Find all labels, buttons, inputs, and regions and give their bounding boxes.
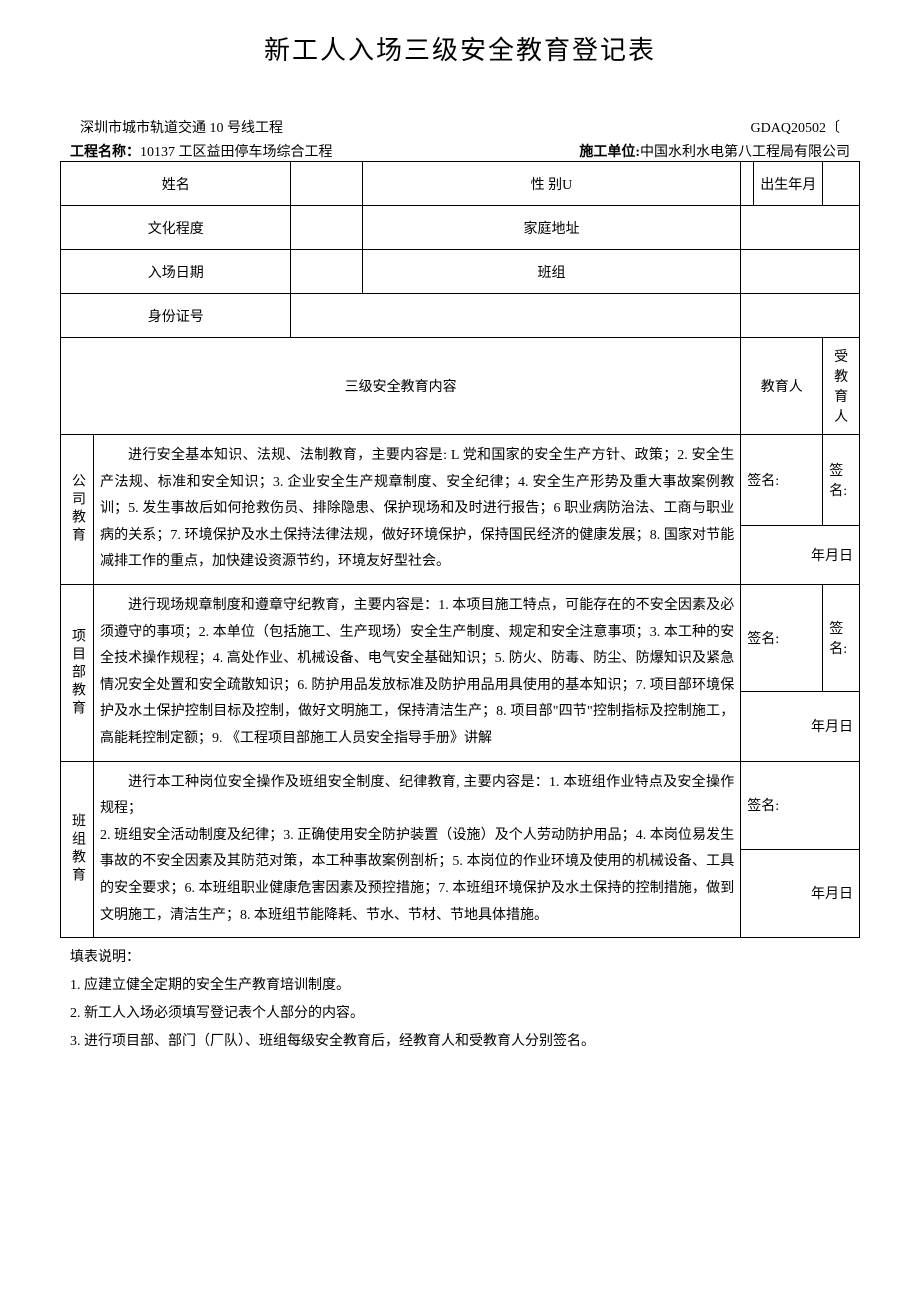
team-educator-sign: 签名: — [741, 761, 860, 849]
header-right-code: GDAQ20502〔 — [751, 117, 840, 137]
registration-table: 姓名 性 别U 出生年月 文化程度 家庭地址 入场日期 班组 身份证号 三级安全… — [60, 161, 860, 938]
field-address-value — [741, 206, 860, 250]
field-entrydate-value — [291, 250, 362, 294]
company-edu-date: 年月日 — [741, 525, 860, 584]
recipient-header: 受教育人 — [823, 338, 860, 435]
project-edu-content: 进行现场规章制度和遵章守纪教育，主要内容是：1. 本项目施工特点，可能存在的不安… — [94, 584, 741, 761]
company-educator-sign: 签名: — [741, 435, 823, 526]
note-2: 2. 新工人入场必须填写登记表个人部分的内容。 — [70, 1000, 850, 1028]
field-id-label: 身份证号 — [61, 294, 291, 338]
field-gender-value — [741, 162, 754, 206]
field-gender-label: 性 别U — [362, 162, 740, 206]
edu-content-header: 三级安全教育内容 — [61, 338, 741, 435]
constructor-label: 施工单位: — [579, 141, 640, 161]
team-edu-content: 进行本工种岗位安全操作及班组安全制度、纪律教育, 主要内容是：1. 本班组作业特… — [94, 761, 741, 938]
field-name-value — [291, 162, 362, 206]
field-birth-label: 出生年月 — [754, 162, 823, 206]
constructor-name: 中国水利水电第八工程局有限公司 — [640, 141, 850, 161]
project-name: 10137 工区益田停车场综合工程 — [140, 141, 333, 161]
field-entrydate-label: 入场日期 — [61, 250, 291, 294]
notes-header: 填表说明： — [70, 944, 850, 972]
educator-header: 教育人 — [741, 338, 823, 435]
field-name-label: 姓名 — [61, 162, 291, 206]
header-line-1: 深圳市城市轨道交通 10 号线工程 GDAQ20502〔 — [60, 117, 860, 137]
note-3: 3. 进行项目部、部门（厂队）、班组每级安全教育后，经教育人和受教育人分别签名。 — [70, 1028, 850, 1056]
field-education-value — [291, 206, 362, 250]
project-label: 工程名称： — [70, 141, 140, 161]
field-id-value — [291, 294, 741, 338]
field-team-value — [741, 250, 860, 294]
page-title: 新工人入场三级安全教育登记表 — [60, 30, 860, 67]
team-edu-date: 年月日 — [741, 849, 860, 937]
project-edu-label: 项目部教育 — [61, 584, 94, 761]
company-edu-content: 进行安全基本知识、法规、法制教育，主要内容是: L 党和国家的安全生产方针、政策… — [94, 435, 741, 585]
header-left-text: 深圳市城市轨道交通 10 号线工程 — [80, 117, 283, 137]
field-team-label: 班组 — [362, 250, 740, 294]
field-birth-value — [823, 162, 860, 206]
project-educator-sign: 签名: — [741, 584, 823, 691]
project-recipient-sign: 签名: — [823, 584, 860, 691]
company-recipient-sign: 签名: — [823, 435, 860, 526]
note-1: 1. 应建立健全定期的安全生产教育培训制度。 — [70, 972, 850, 1000]
company-edu-label: 公司教育 — [61, 435, 94, 585]
field-education-label: 文化程度 — [61, 206, 291, 250]
project-edu-date: 年月日 — [741, 692, 860, 762]
header-line-2: 工程名称： 10137 工区益田停车场综合工程 施工单位: 中国水利水电第八工程… — [60, 141, 860, 161]
notes-section: 填表说明： 1. 应建立健全定期的安全生产教育培训制度。 2. 新工人入场必须填… — [60, 944, 860, 1056]
team-edu-label: 班组教育 — [61, 761, 94, 938]
field-address-label: 家庭地址 — [362, 206, 740, 250]
